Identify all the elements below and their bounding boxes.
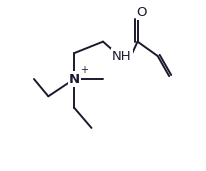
Text: NH: NH	[112, 50, 131, 63]
Text: +: +	[80, 65, 88, 75]
Text: N: N	[69, 73, 80, 86]
Text: O: O	[137, 6, 147, 19]
